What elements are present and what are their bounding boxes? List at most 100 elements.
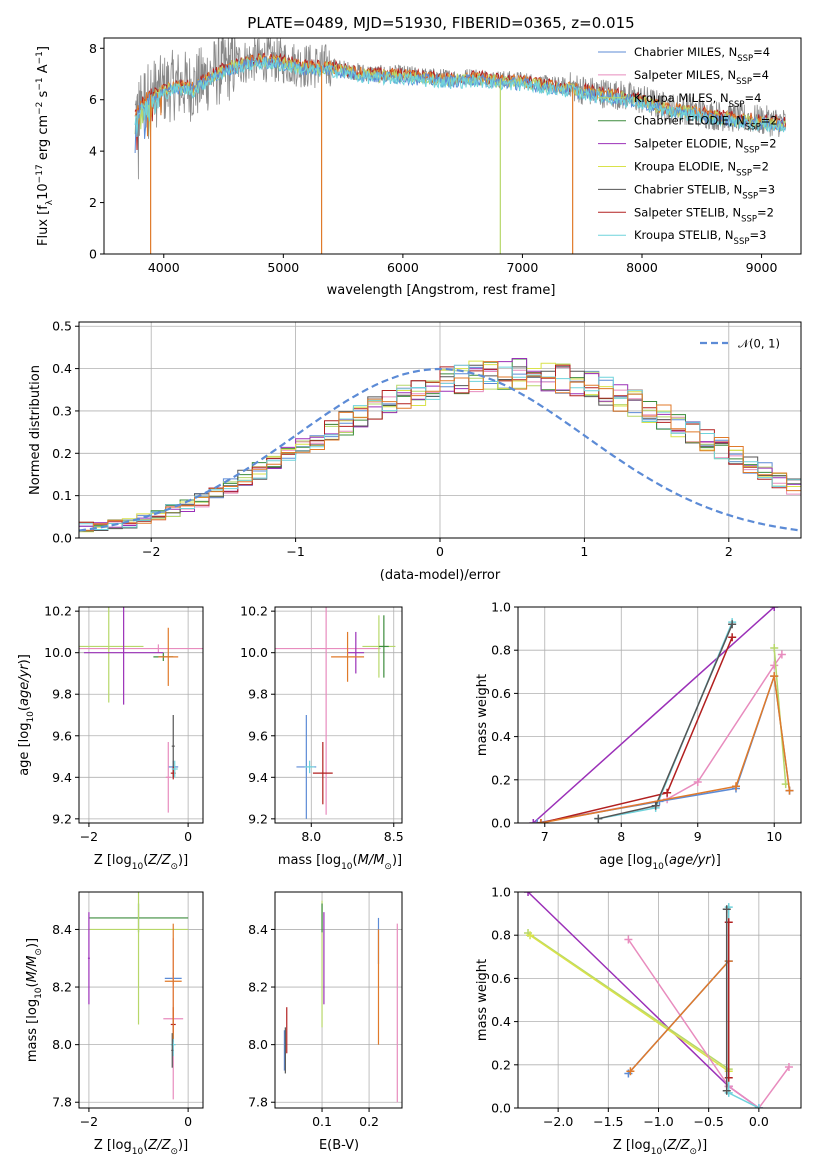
mass-weight-line bbox=[598, 621, 733, 820]
y-tick-label: 1.0 bbox=[491, 600, 511, 615]
x-tick-label: −2 bbox=[142, 544, 160, 559]
x-tick-label: 0 bbox=[436, 544, 444, 559]
y-tick-label: 9.4 bbox=[248, 770, 268, 785]
data-point-marker bbox=[529, 819, 538, 823]
legend-count: =4 bbox=[753, 45, 770, 59]
data-point-marker bbox=[536, 819, 545, 823]
axes-frame bbox=[274, 891, 403, 1109]
legend-count: =3 bbox=[749, 228, 766, 242]
x-axis-label-part: ( bbox=[662, 1138, 667, 1153]
y-tick-label: 2 bbox=[89, 195, 97, 210]
mass-weight-line bbox=[527, 892, 760, 1108]
y-tick-label: 10.0 bbox=[44, 645, 72, 660]
x-tick-label: 9 bbox=[694, 829, 702, 844]
x-axis-label-part: )] bbox=[178, 1138, 188, 1153]
x-tick-label: 8.0 bbox=[301, 829, 321, 844]
x-tick-label: −1 bbox=[286, 544, 304, 559]
x-axis-label-part: M/M bbox=[358, 853, 385, 868]
y-tick-label: 10.0 bbox=[240, 645, 268, 660]
x-axis-label-part: 10 bbox=[132, 1147, 144, 1157]
y-tick-label: 0.8 bbox=[491, 928, 511, 943]
y-tick-label: 0.0 bbox=[491, 1101, 511, 1116]
x-axis-label-part: Z [log bbox=[94, 1138, 132, 1153]
y-axis-label-part: )] bbox=[17, 654, 32, 664]
y-tick-label: 9.2 bbox=[248, 811, 268, 826]
y-axis-label-part: 10 bbox=[26, 711, 36, 723]
legend-name: Kroupa STELIB, N bbox=[634, 228, 734, 242]
x-axis-label-part: mass [log bbox=[278, 853, 341, 868]
y-tick-label: 8.2 bbox=[52, 980, 72, 995]
y-tick-label: 0.6 bbox=[491, 971, 511, 986]
y-axis-label-part: λ bbox=[45, 199, 55, 205]
y-tick-label: 10.2 bbox=[240, 604, 268, 619]
data-point-marker bbox=[624, 935, 633, 944]
legend-entry: Chabrier MILES, NSSP=4 bbox=[634, 45, 770, 64]
x-axis-label-part: wavelength [Angstrom, rest frame] bbox=[327, 283, 556, 298]
y-tick-label: 0.4 bbox=[491, 729, 511, 744]
data-point-marker bbox=[784, 1062, 793, 1071]
figure-title: PLATE=0489, MJD=51930, FIBERID=0365, z=0… bbox=[247, 14, 634, 32]
x-tick-label: 0.1 bbox=[312, 1114, 332, 1129]
y-axis-label-part: )] bbox=[25, 938, 40, 948]
x-axis-label-part: ⊙ bbox=[170, 1147, 178, 1157]
data-point-marker bbox=[724, 1073, 733, 1082]
y-tick-label: 8.4 bbox=[248, 922, 268, 937]
data-point-marker bbox=[777, 650, 786, 659]
x-axis-label-part: 10 bbox=[132, 862, 144, 872]
data-point-marker bbox=[754, 1104, 763, 1108]
plot-area bbox=[529, 607, 794, 823]
mass-vs-ebv-panel: 0.1 0.2 7.8 8.0 8.2 8.4 E(B-V) bbox=[248, 891, 403, 1153]
legend-count: =3 bbox=[758, 182, 775, 196]
legend-count: =2 bbox=[757, 205, 774, 219]
x-axis-label-part: Z/Z bbox=[147, 1138, 171, 1153]
x-tick-label: 8 bbox=[617, 829, 625, 844]
y-tick-label: 9.4 bbox=[52, 770, 72, 785]
x-tick-label: −1.0 bbox=[643, 1114, 673, 1129]
y-tick-label: 0.2 bbox=[491, 772, 511, 787]
legend-name: Kroupa MILES, N bbox=[634, 91, 729, 105]
legend-name: Salpeter STELIB, N bbox=[634, 205, 741, 219]
histogram-step-line bbox=[79, 364, 801, 525]
x-axis-label-part: )] bbox=[178, 853, 188, 868]
x-tick-label: 0 bbox=[184, 829, 192, 844]
y-tick-label: 0.3 bbox=[52, 403, 72, 418]
x-axis-label-part: age/yr bbox=[669, 853, 712, 868]
legend-entry: Kroupa STELIB, NSSP=3 bbox=[634, 228, 766, 247]
legend-name: Kroupa ELODIE, N bbox=[634, 160, 736, 174]
data-point-marker bbox=[651, 801, 660, 810]
x-tick-label: 10 bbox=[766, 829, 782, 844]
axes-frame bbox=[78, 606, 204, 824]
legend-sub: SSP bbox=[744, 146, 760, 156]
mass-weight-line bbox=[727, 907, 760, 1108]
legend-entry: Kroupa ELODIE, NSSP=2 bbox=[634, 160, 769, 179]
mass-weight-line bbox=[540, 675, 791, 823]
y-tick-label: 8.4 bbox=[52, 922, 72, 937]
x-tick-label: −2 bbox=[80, 1114, 98, 1129]
mass-weight-vs-z-panel: −2.0 −1.5 −1.0 −0.5 0.0 0.0 0.2 0.4 0.6 0.8 1.0 Z [… bbox=[475, 885, 802, 1157]
y-tick-label: 9.6 bbox=[248, 728, 268, 743]
y-tick-label: 6 bbox=[89, 92, 97, 107]
legend-name: Chabrier STELIB, N bbox=[634, 182, 742, 196]
data-point-marker bbox=[626, 1067, 635, 1076]
histogram-step-line bbox=[79, 364, 801, 530]
x-axis-label-part: )] bbox=[697, 1138, 707, 1153]
data-point-marker bbox=[785, 786, 794, 795]
x-axis-label: E(B-V) bbox=[319, 1138, 359, 1153]
y-tick-label: 0.5 bbox=[52, 319, 72, 334]
y-axis-label-part: mass weight bbox=[475, 959, 490, 1041]
legend-sub: SSP bbox=[734, 237, 750, 247]
legend-count: =4 bbox=[752, 68, 769, 82]
y-tick-label: 8 bbox=[89, 41, 97, 56]
y-axis-label: mass [log10(M/M⊙)] bbox=[25, 938, 44, 1062]
y-axis-label-part: −1 bbox=[35, 77, 45, 90]
x-tick-label: −1.5 bbox=[593, 1114, 623, 1129]
mass-vs-z-panel: −2 07.88.08.28.4Z [log10(Z/Z⊙)]mass [log1… bbox=[25, 891, 204, 1157]
axes-frame bbox=[517, 891, 802, 1109]
x-tick-label: 8.5 bbox=[384, 829, 404, 844]
data-point-marker bbox=[728, 620, 737, 629]
x-axis-label-part: Z [log bbox=[94, 853, 132, 868]
plot-area bbox=[79, 607, 203, 813]
y-tick-label: 8.2 bbox=[248, 980, 268, 995]
legend-name: Chabrier ELODIE, N bbox=[634, 114, 745, 128]
